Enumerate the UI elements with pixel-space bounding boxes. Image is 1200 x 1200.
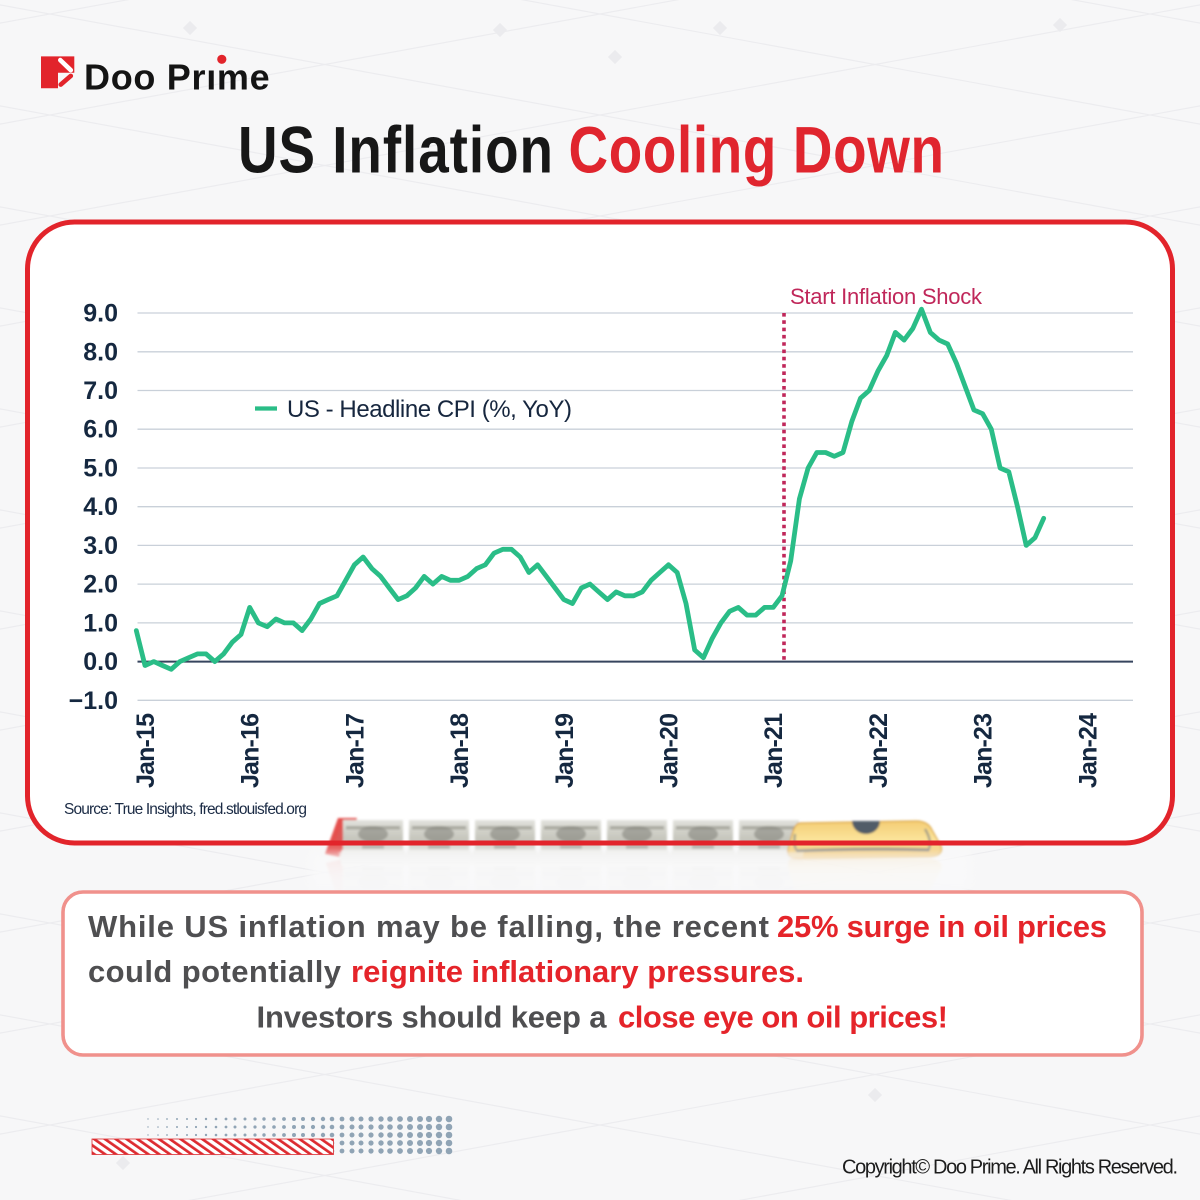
svg-text:6.0: 6.0	[83, 416, 118, 444]
svg-text:close eye on oil prices!: close eye on oil prices!	[618, 1000, 948, 1035]
svg-text:Copyright© Doo Prime. All Righ: Copyright© Doo Prime. All Rights Reserve…	[842, 1156, 1178, 1178]
svg-text:Jan-19: Jan-19	[551, 713, 579, 788]
svg-text:1.0: 1.0	[83, 609, 118, 637]
svg-text:Jan-16: Jan-16	[237, 713, 265, 788]
svg-text:3.0: 3.0	[83, 532, 118, 560]
svg-text:reignite inflationary pressure: reignite inflationary pressures.	[351, 954, 804, 989]
svg-text:Jan-20: Jan-20	[656, 713, 684, 788]
svg-text:While US inflation may be fall: While US inflation may be falling, the r…	[88, 909, 769, 944]
svg-text:US - Headline CPI (%, YoY): US - Headline CPI (%, YoY)	[287, 396, 572, 423]
svg-text:4.0: 4.0	[83, 493, 118, 521]
svg-text:could potentially: could potentially	[88, 954, 342, 989]
svg-text:Jan-15: Jan-15	[132, 713, 160, 788]
svg-text:Jan-18: Jan-18	[446, 713, 474, 788]
svg-text:Source: True Insights, fred.st: Source: True Insights, fred.stlouisfed.o…	[64, 801, 307, 818]
svg-text:7.0: 7.0	[83, 377, 118, 405]
svg-text:−1.0: −1.0	[69, 687, 118, 715]
svg-text:Jan-21: Jan-21	[760, 713, 788, 788]
svg-text:Doo Prıme: Doo Prıme	[84, 57, 270, 98]
svg-text:9.0: 9.0	[83, 300, 118, 328]
svg-text:5.0: 5.0	[83, 455, 118, 483]
svg-text:Jan-17: Jan-17	[341, 713, 369, 788]
svg-text:25% surge in oil prices: 25% surge in oil prices	[777, 909, 1107, 944]
svg-text:Jan-22: Jan-22	[865, 713, 893, 788]
svg-text:Jan-24: Jan-24	[1074, 713, 1102, 788]
svg-text:Start Inflation Shock: Start Inflation Shock	[790, 284, 983, 309]
svg-text:Jan-23: Jan-23	[970, 713, 998, 788]
svg-text:Investors should keep a: Investors should keep a	[257, 1000, 608, 1035]
svg-text:Cooling Down: Cooling Down	[569, 113, 944, 187]
svg-text:2.0: 2.0	[83, 571, 118, 599]
svg-text:0.0: 0.0	[83, 648, 118, 676]
svg-text:US Inflation: US Inflation	[238, 113, 553, 187]
svg-text:8.0: 8.0	[83, 338, 118, 366]
